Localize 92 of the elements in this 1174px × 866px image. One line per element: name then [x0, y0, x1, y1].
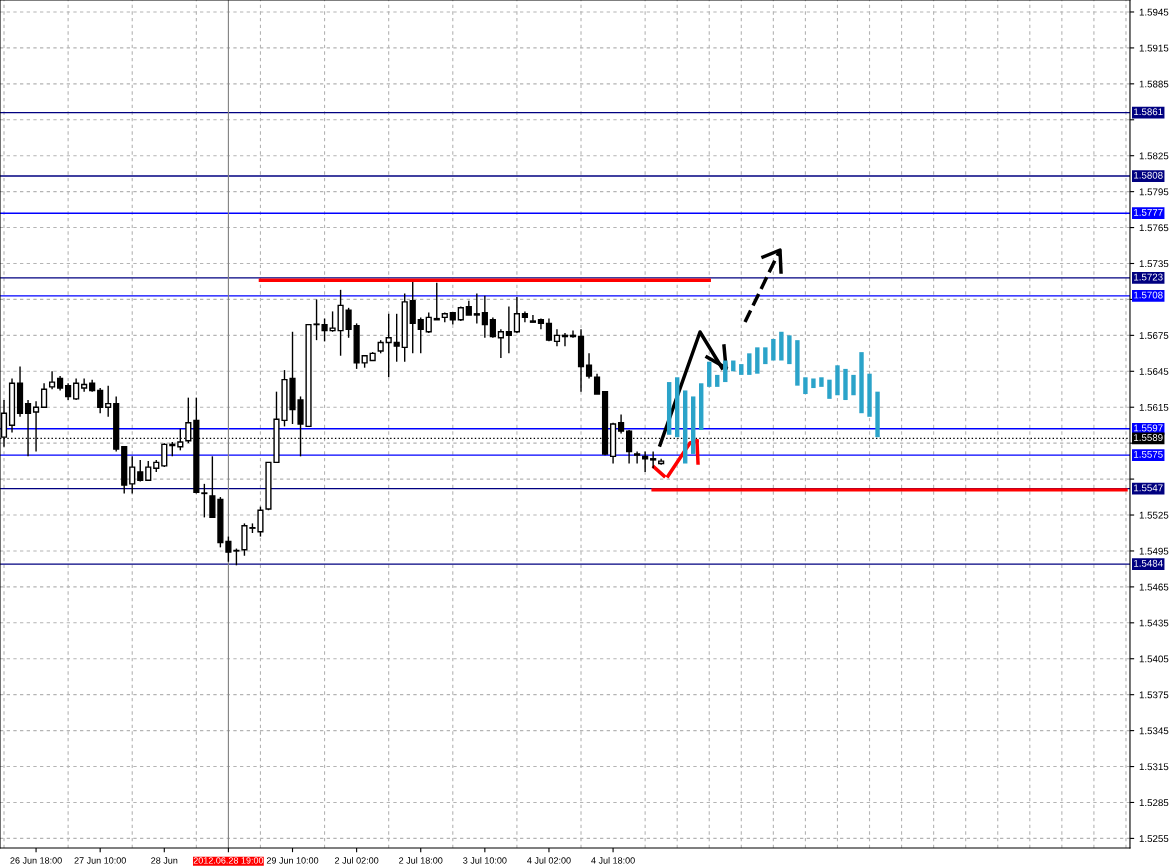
bar [691, 396, 696, 454]
y-tick-label: 1.5375 [1139, 691, 1169, 699]
bar [779, 331, 784, 361]
candlestick [513, 296, 521, 334]
candlestick [505, 305, 512, 355]
x-tick-label: 2012.06.28 19:00 [193, 857, 264, 864]
y-tick-label: 1.5345 [1139, 727, 1169, 735]
candlestick [129, 455, 136, 495]
bar [827, 379, 832, 399]
bar [755, 347, 760, 374]
x-tick-label: 29 Jun 10:00 [266, 857, 319, 864]
ref-line-label: 1.5708 [1134, 291, 1163, 299]
bar [875, 391, 880, 438]
bar [803, 377, 808, 395]
y-tick-label: 1.5645 [1139, 368, 1169, 375]
y-tick-label: 1.5525 [1139, 511, 1169, 519]
ref-line-label: 1.5589 [1134, 434, 1163, 441]
y-tick-label: 1.5435 [1139, 619, 1169, 627]
y-tick-label: 1.5945 [1139, 8, 1169, 16]
bar [787, 335, 792, 365]
x-tick-label: 2 Jul 18:00 [399, 857, 443, 864]
candlestick [497, 328, 504, 359]
y-tick-label: 1.5885 [1139, 80, 1169, 88]
y-tick-label: 1.5735 [1139, 260, 1169, 268]
bar [674, 377, 680, 438]
y-tick-label: 1.5285 [1139, 799, 1169, 807]
bar [795, 340, 800, 386]
candlestick [417, 316, 424, 355]
y-tick-label: 1.5675 [1139, 332, 1169, 339]
bar [811, 378, 816, 389]
bar [699, 383, 704, 430]
ref-line-label: 1.5597 [1134, 424, 1163, 432]
ref-line-label: 1.5861 [1134, 108, 1163, 116]
bar [763, 347, 768, 365]
x-tick-label: 28 Jun [151, 857, 178, 864]
bar [739, 364, 744, 375]
candlestick [473, 292, 480, 325]
candlestick [593, 372, 601, 395]
ref-line-label: 1.5575 [1134, 450, 1163, 458]
candlestick [345, 307, 352, 339]
ref-line-label: 1.5484 [1134, 559, 1163, 567]
x-tick-label: 2 Jul 02:00 [334, 857, 379, 864]
x-tick-label: 3 Jul 10:00 [463, 857, 507, 864]
bar [707, 361, 712, 387]
bar [867, 373, 872, 417]
bar [771, 338, 776, 361]
y-tick-label: 1.5315 [1139, 763, 1169, 771]
y-tick-label: 1.5795 [1139, 188, 1169, 196]
candlestick [393, 313, 400, 363]
candlestick [585, 352, 593, 380]
y-tick-label: 1.5255 [1139, 835, 1169, 843]
candlestick [385, 313, 392, 378]
y-tick-label: 1.5495 [1139, 547, 1169, 555]
candlestick [201, 483, 208, 519]
candlestick [209, 455, 216, 519]
x-tick-label: 27 Jun 10:00 [74, 857, 126, 864]
bar [835, 365, 840, 396]
y-tick-label: 1.5915 [1139, 44, 1169, 52]
candlestick [617, 413, 625, 435]
y-tick-label: 1.5765 [1139, 224, 1169, 232]
candlestick [650, 450, 657, 470]
candlestick [145, 460, 152, 481]
bar [747, 353, 752, 375]
ref-line-label: 1.5808 [1134, 171, 1163, 179]
ref-line-label: 1.5723 [1134, 273, 1163, 281]
y-tick-label: 1.5465 [1139, 583, 1169, 591]
x-tick-label: 4 Jul 02:00 [527, 857, 571, 864]
candlestick [481, 295, 488, 339]
candlestick [425, 311, 432, 334]
ref-line-label: 1.5777 [1134, 209, 1163, 216]
x-tick-label: 26 Jun 18:00 [10, 857, 62, 864]
candlestick [81, 377, 88, 393]
candlestick [105, 384, 112, 418]
bar [715, 374, 720, 387]
candlestick [634, 450, 641, 465]
candlestick [409, 280, 416, 355]
ref-line-label: 1.5547 [1134, 484, 1163, 492]
bar [819, 377, 824, 387]
bar [682, 390, 688, 464]
x-tick-label: 4 Jul 18:00 [591, 857, 635, 864]
bar [666, 382, 672, 435]
candlestick [97, 387, 104, 414]
y-tick-label: 1.5825 [1139, 152, 1169, 160]
candlestick [529, 314, 537, 323]
candlestick [40, 382, 48, 408]
candlestick [489, 316, 496, 339]
candlestick [225, 535, 232, 563]
bar [851, 374, 856, 396]
y-tick-label: 1.5615 [1139, 403, 1169, 411]
bar [859, 352, 864, 414]
y-tick-label: 1.5405 [1139, 655, 1169, 663]
bar [843, 368, 848, 401]
